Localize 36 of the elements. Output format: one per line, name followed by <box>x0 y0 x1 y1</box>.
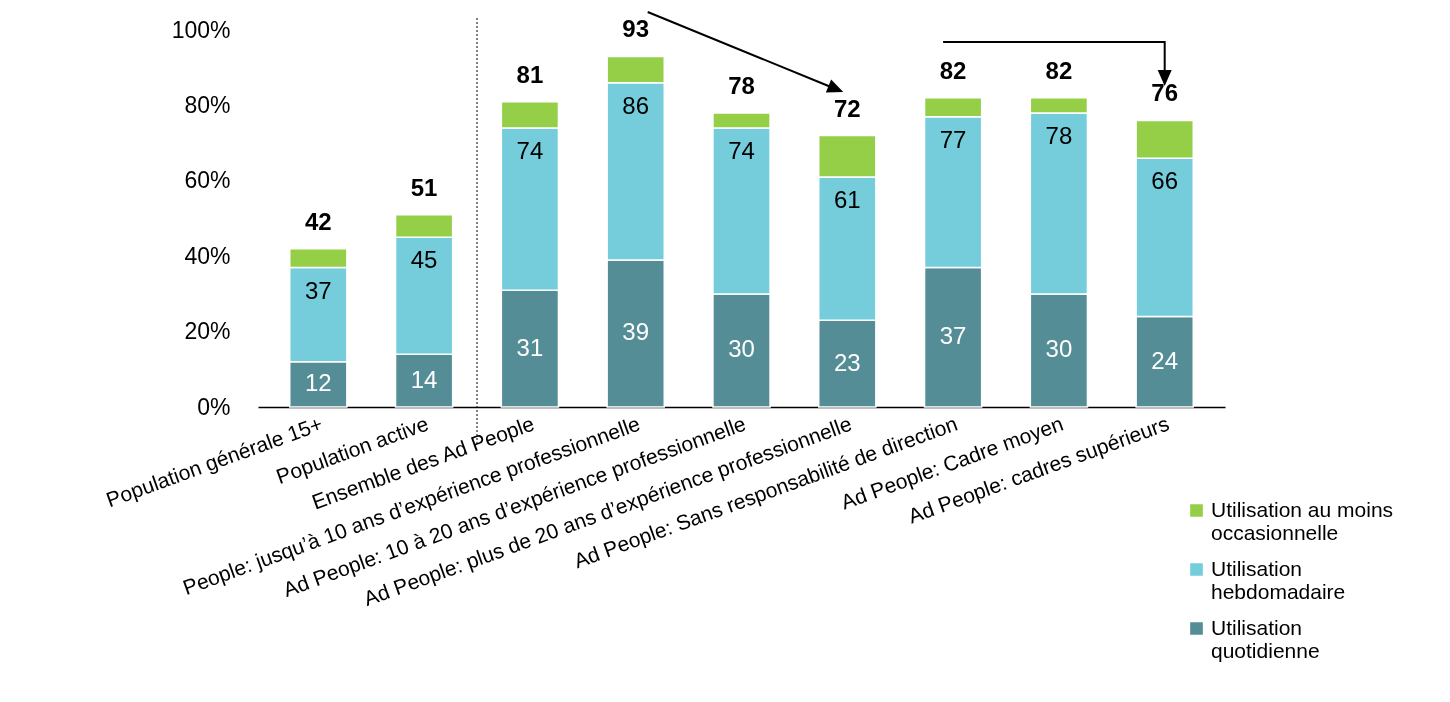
y-tick-label: 100% <box>171 16 231 43</box>
total-label: 51 <box>410 173 438 201</box>
data-label: 12 <box>304 369 332 397</box>
data-label: 31 <box>516 333 544 361</box>
legend-label: Utilisation quotidienne <box>1211 615 1320 662</box>
data-label: 37 <box>939 322 967 350</box>
y-tick-label: 80% <box>184 91 231 118</box>
total-label: 82 <box>939 56 967 84</box>
annotation: 74 <box>516 137 544 165</box>
data-label: 30 <box>728 335 755 363</box>
annotation: 37 <box>304 276 332 304</box>
annotation: 78 <box>1045 121 1073 149</box>
data-label: 23 <box>833 348 861 376</box>
legend-label: Utilisation hebdomadaire <box>1211 556 1346 603</box>
total-label: 82 <box>1045 56 1073 84</box>
total-label: 81 <box>516 60 544 88</box>
total-label: 93 <box>622 15 650 43</box>
annotation: 77 <box>939 125 967 153</box>
y-tick-label: 20% <box>184 318 231 345</box>
annotation: 61 <box>833 186 861 214</box>
data-label: 14 <box>410 365 438 393</box>
y-tick-label: 40% <box>184 242 231 269</box>
legend-label: Utilisation au moins occasionnelle <box>1211 497 1394 544</box>
total-label: 78 <box>728 71 755 99</box>
y-tick-label: 60% <box>184 167 231 194</box>
data-label: 24 <box>1151 346 1179 374</box>
total-label: 42 <box>304 207 332 235</box>
total-label: 72 <box>833 94 861 122</box>
y-tick-label: 0% <box>197 393 231 420</box>
data-label: 30 <box>1045 335 1073 363</box>
annotation: 86 <box>622 91 650 119</box>
total-label: 76 <box>1151 79 1179 107</box>
annotation: 74 <box>728 137 755 165</box>
annotation: 66 <box>1151 167 1179 195</box>
data-label: 39 <box>622 318 650 346</box>
annotation: 45 <box>410 246 438 274</box>
